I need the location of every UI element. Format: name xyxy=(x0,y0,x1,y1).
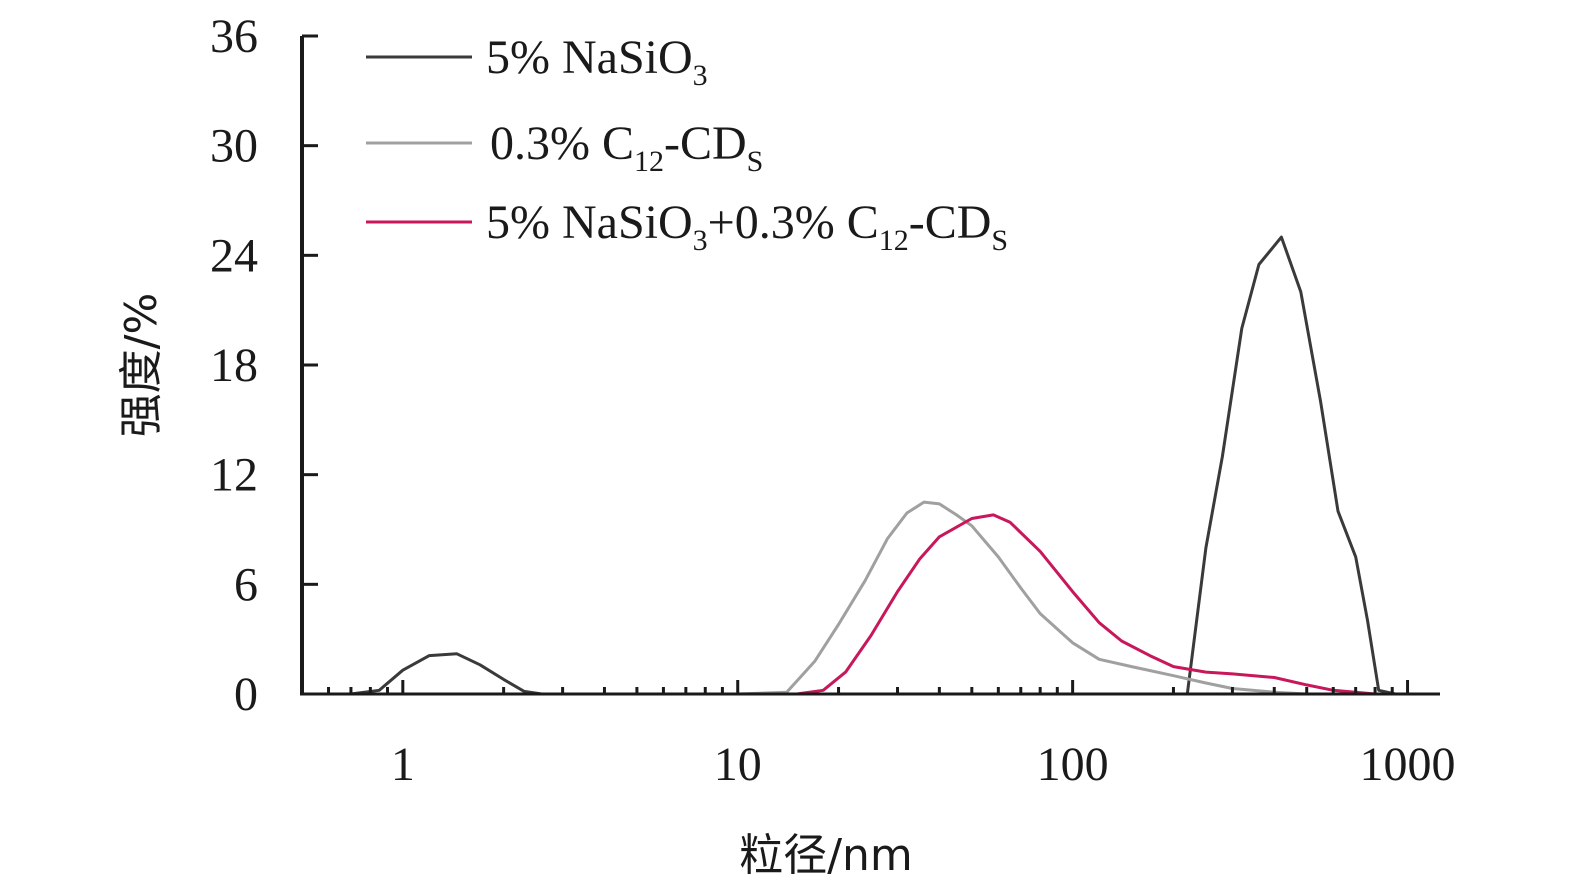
y-tick-label-36: 36 xyxy=(210,10,258,63)
y-tick-label-0: 0 xyxy=(234,668,258,721)
x-axis-title: 粒径/nm xyxy=(739,830,913,881)
legend-0-part-1: 3 xyxy=(693,59,708,92)
legend-2-part-5: S xyxy=(991,224,1008,257)
y-tick-label-30: 30 xyxy=(210,120,258,173)
legend-2-part-2: +0.3% C xyxy=(708,196,879,249)
legend-1-part-1: 12 xyxy=(634,145,664,178)
legend-entry-0: 5% NaSiO3 xyxy=(486,31,708,92)
series-layer xyxy=(302,235,1440,696)
x-tick-label-1: 1 xyxy=(391,738,415,791)
y-tick-label-6: 6 xyxy=(234,558,258,611)
y-tick-label-18: 18 xyxy=(210,339,258,392)
series-line-1 xyxy=(302,500,1440,696)
legend-entry-2: 5% NaSiO3+0.3% C12-CDS xyxy=(486,196,1008,257)
legend-2-part-3: 12 xyxy=(879,224,909,257)
series-line-0 xyxy=(302,235,1440,696)
legend-1-part-3: S xyxy=(747,145,764,178)
legend-2-part-0: 5% NaSiO xyxy=(486,196,693,249)
legend-2-part-4: -CD xyxy=(909,196,992,249)
legend-0-part-0: 5% NaSiO xyxy=(486,31,693,84)
legend-2-part-1: 3 xyxy=(693,224,708,257)
legend-1-part-2: -CD xyxy=(664,117,747,170)
x-tick-label-1000: 1000 xyxy=(1360,738,1456,791)
y-tick-label-24: 24 xyxy=(210,229,258,282)
axes: 0 6 12 18 24 30 36 1 10 100 1000 xyxy=(210,10,1456,791)
x-tick-label-10: 10 xyxy=(714,738,762,791)
legend-1-part-0: 0.3% C xyxy=(490,117,634,170)
series-line-2 xyxy=(302,513,1440,696)
y-axis-title: 强度/% xyxy=(116,293,167,438)
y-tick-label-12: 12 xyxy=(210,449,258,502)
x-tick-label-100: 100 xyxy=(1037,738,1109,791)
legend-entry-1: 0.3% C12-CDS xyxy=(490,117,763,178)
